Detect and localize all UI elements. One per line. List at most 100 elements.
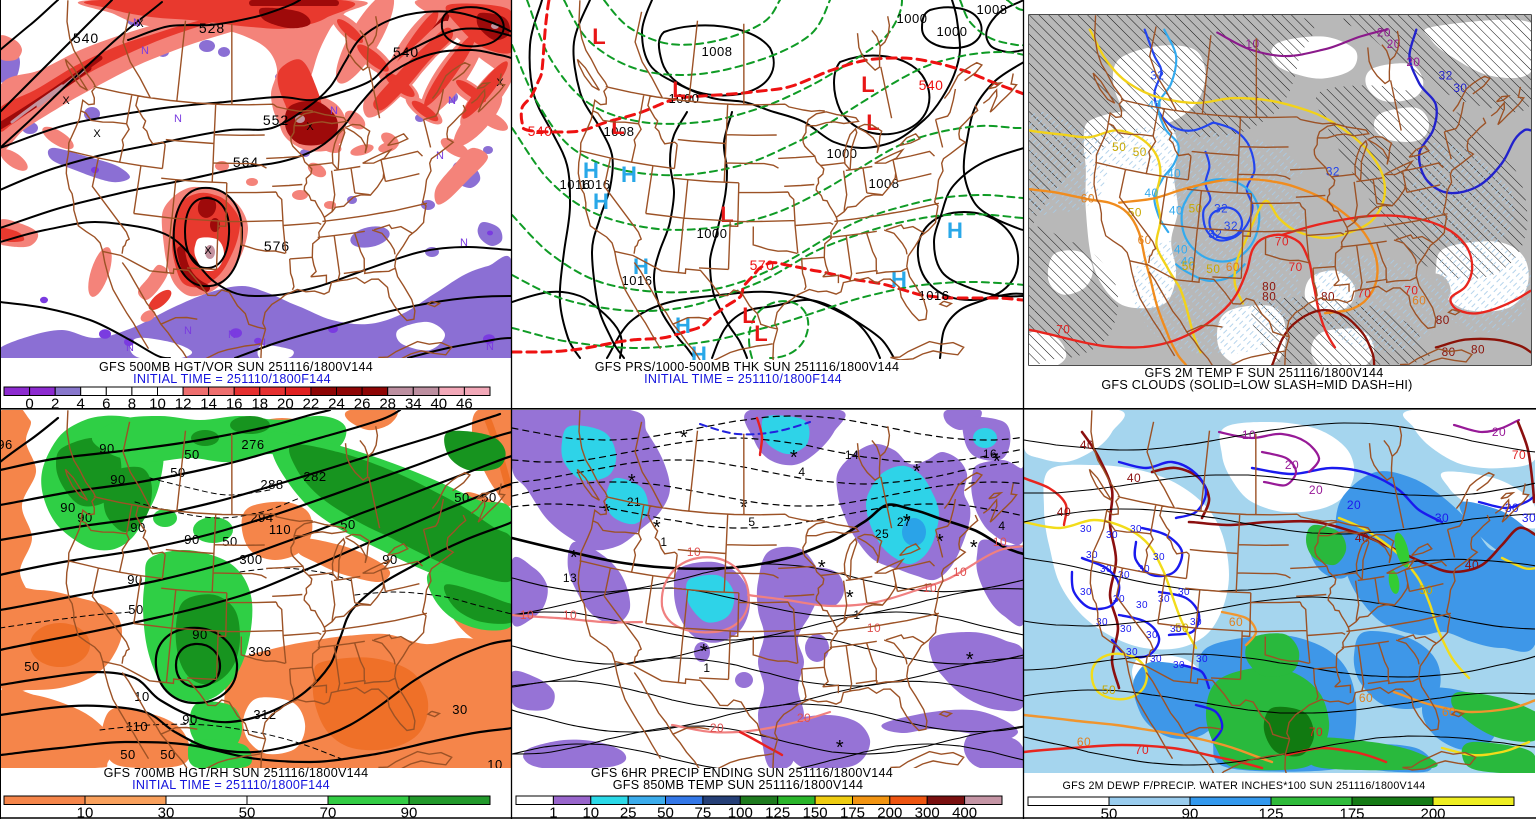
svg-text:20: 20 (710, 721, 724, 735)
svg-text:0: 0 (25, 396, 33, 413)
svg-text:576: 576 (264, 238, 290, 254)
svg-text:10: 10 (923, 581, 937, 595)
svg-text:564: 564 (233, 154, 259, 170)
svg-text:GFS 500MB HGT/VOR SUN 251116/1: GFS 500MB HGT/VOR SUN 251116/1800V144 (99, 360, 373, 374)
svg-text:10: 10 (149, 396, 166, 413)
svg-text:30: 30 (1196, 654, 1208, 665)
svg-text:60: 60 (1138, 234, 1152, 247)
svg-text:12: 12 (175, 396, 192, 413)
svg-text:60: 60 (1081, 193, 1095, 206)
svg-text:60: 60 (1229, 615, 1243, 629)
svg-text:80: 80 (1436, 314, 1450, 327)
svg-text:32: 32 (1439, 70, 1453, 83)
svg-text:28: 28 (379, 396, 396, 413)
svg-text:10: 10 (687, 545, 701, 559)
svg-text:L: L (861, 72, 874, 97)
svg-text:30: 30 (1153, 552, 1165, 563)
svg-text:30: 30 (1136, 600, 1148, 611)
svg-text:96: 96 (0, 437, 13, 452)
svg-text:50: 50 (1102, 683, 1116, 697)
svg-text:125: 125 (1258, 806, 1283, 819)
svg-text:70: 70 (1357, 288, 1371, 301)
svg-text:L: L (866, 110, 879, 135)
svg-text:70: 70 (1289, 261, 1303, 274)
svg-text:N: N (133, 17, 141, 29)
svg-text:306: 306 (248, 644, 271, 659)
svg-text:30: 30 (1080, 587, 1092, 598)
svg-text:1: 1 (703, 661, 710, 675)
svg-text:40: 40 (1145, 187, 1159, 200)
svg-text:10: 10 (582, 805, 599, 819)
svg-text:N: N (126, 342, 134, 354)
svg-text:540: 540 (528, 123, 553, 139)
svg-text:GFS 850MB TEMP SUN 251116/1800: GFS 850MB TEMP SUN 251116/1800V144 (613, 778, 864, 792)
svg-text:N: N (141, 45, 149, 57)
svg-text:50: 50 (170, 465, 185, 480)
svg-text:2: 2 (51, 396, 59, 413)
svg-text:10: 10 (1246, 38, 1260, 51)
svg-text:70: 70 (1512, 448, 1526, 462)
svg-text:24: 24 (328, 396, 345, 413)
svg-text:X: X (496, 77, 504, 89)
svg-text:40: 40 (1174, 244, 1188, 257)
svg-text:1000: 1000 (669, 91, 700, 106)
svg-text:N: N (448, 95, 456, 107)
svg-text:30: 30 (1096, 617, 1108, 628)
svg-text:30: 30 (1130, 524, 1142, 535)
svg-text:N: N (228, 329, 236, 341)
svg-text:20: 20 (1309, 483, 1323, 497)
svg-text:10: 10 (563, 608, 577, 622)
svg-text:60: 60 (1226, 261, 1240, 274)
svg-text:1: 1 (660, 535, 667, 549)
svg-text:70: 70 (1275, 236, 1289, 249)
svg-text:50: 50 (239, 805, 256, 819)
svg-text:50: 50 (184, 447, 199, 462)
svg-text:50: 50 (454, 490, 469, 505)
svg-text:X: X (136, 18, 144, 30)
svg-text:L: L (672, 77, 685, 102)
svg-text:30: 30 (1170, 624, 1182, 635)
svg-text:40: 40 (1169, 204, 1183, 217)
svg-text:50: 50 (340, 517, 355, 532)
svg-text:16: 16 (226, 396, 243, 413)
svg-text:X: X (306, 121, 314, 133)
svg-text:100: 100 (728, 805, 753, 819)
svg-text:14: 14 (200, 396, 217, 413)
svg-text:20: 20 (1406, 56, 1420, 69)
svg-text:18: 18 (251, 396, 268, 413)
svg-text:20: 20 (1347, 498, 1361, 512)
svg-text:75: 75 (695, 805, 712, 819)
svg-text:80: 80 (1442, 346, 1456, 359)
svg-text:288: 288 (260, 477, 283, 492)
svg-text:22: 22 (303, 396, 320, 413)
svg-text:10: 10 (993, 535, 1007, 549)
svg-text:570: 570 (750, 257, 775, 273)
svg-text:N: N (184, 325, 192, 337)
svg-text:X: X (93, 128, 101, 140)
svg-text:GFS CLOUDS (SOLID=LOW SLASH=MI: GFS CLOUDS (SOLID=LOW SLASH=MID DASH=HI) (1101, 378, 1412, 392)
svg-text:H: H (947, 218, 963, 243)
svg-text:50: 50 (1101, 806, 1118, 819)
svg-text:10: 10 (134, 689, 149, 704)
svg-text:30: 30 (1106, 530, 1118, 541)
svg-text:90: 90 (110, 472, 125, 487)
svg-text:1000: 1000 (937, 24, 968, 39)
svg-text:70: 70 (320, 805, 337, 819)
svg-text:27: 27 (897, 515, 911, 529)
svg-text:50: 50 (1175, 621, 1189, 635)
svg-text:8: 8 (128, 396, 136, 413)
svg-text:50: 50 (1112, 141, 1126, 154)
svg-text:N: N (460, 237, 468, 249)
svg-text:540: 540 (393, 44, 419, 60)
svg-text:*: * (790, 447, 798, 469)
svg-text:20: 20 (797, 711, 811, 725)
svg-text:30: 30 (1453, 82, 1467, 95)
svg-text:N: N (486, 341, 494, 353)
svg-text:GFS PRS/1000-500MB THK SUN 251: GFS PRS/1000-500MB THK SUN 251116/1800V1… (595, 360, 900, 374)
svg-text:H: H (583, 158, 599, 183)
svg-text:80: 80 (1262, 291, 1276, 304)
svg-text:*: * (936, 531, 944, 553)
svg-text:INITIAL TIME = 251110/1800F144: INITIAL TIME = 251110/1800F144 (133, 372, 331, 386)
svg-text:150: 150 (803, 805, 828, 819)
svg-text:50: 50 (1419, 583, 1433, 597)
